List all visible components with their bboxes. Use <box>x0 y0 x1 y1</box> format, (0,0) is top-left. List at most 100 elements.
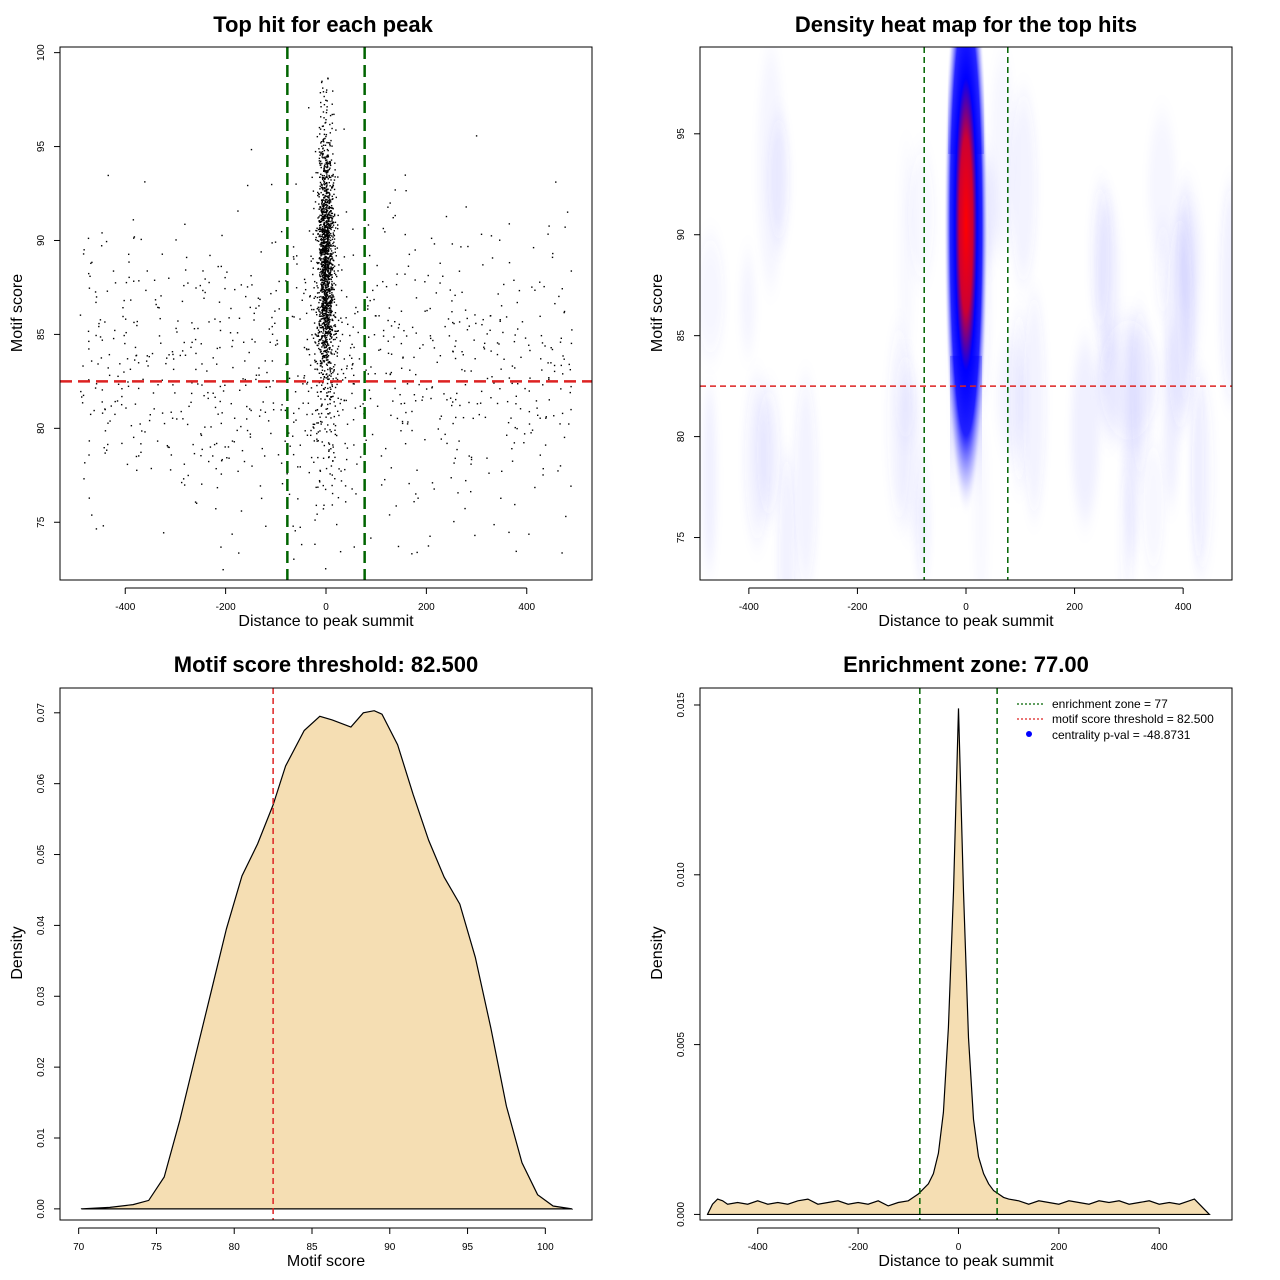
scatter-point <box>215 508 217 510</box>
scatter-point <box>303 377 305 379</box>
scatter-point <box>336 523 338 526</box>
scatter-point <box>88 440 91 442</box>
scatter-point <box>544 444 547 446</box>
scatter-point <box>105 240 108 243</box>
scatter-point <box>327 228 329 231</box>
heatmap-background-blob <box>1071 340 1099 522</box>
scatter-point <box>472 417 474 420</box>
scatter-point <box>439 262 441 264</box>
scatter-point <box>337 373 339 375</box>
scatter-point <box>324 334 326 336</box>
scatter-point <box>338 264 340 266</box>
0|scatter-x-tick-label: 400 <box>518 602 535 613</box>
scatter-point <box>324 335 326 337</box>
scatter-point <box>124 318 127 320</box>
scatter-point <box>323 156 325 158</box>
scatter-point <box>329 303 332 305</box>
scatter-point <box>313 423 316 426</box>
scatter-point <box>308 354 311 356</box>
scatter-point <box>334 312 337 314</box>
scatter-point <box>325 190 327 193</box>
scatter-point <box>323 211 326 214</box>
scatter-point <box>330 220 332 223</box>
scatter-point <box>183 463 186 465</box>
scatter-point <box>324 273 326 275</box>
scatter-point <box>310 255 312 257</box>
scatter-point <box>313 308 315 311</box>
scatter-point <box>345 367 348 370</box>
scatter-point <box>138 280 140 282</box>
scatter-point <box>333 369 335 371</box>
scatter-point <box>321 362 323 364</box>
scatter-point <box>107 443 109 446</box>
scatter-point <box>417 497 419 499</box>
scatter-point <box>312 273 314 276</box>
scatter-point <box>320 254 323 256</box>
scatter-point <box>326 317 329 319</box>
scatter-point <box>325 283 327 285</box>
scatter-point <box>322 233 325 235</box>
scatter-point <box>291 315 294 318</box>
scatter-point <box>329 114 332 117</box>
scatter-point <box>317 395 319 398</box>
scatter-point <box>293 412 295 415</box>
scatter-point <box>327 250 330 253</box>
scatter-point <box>326 195 328 198</box>
scatter-point <box>331 253 333 255</box>
scatter-point <box>559 341 562 343</box>
scatter-point <box>324 488 327 491</box>
scatter-point <box>322 306 325 309</box>
scatter-point <box>324 267 327 270</box>
scatter-point <box>414 249 416 251</box>
scatter-point <box>320 376 322 379</box>
scatter-point <box>337 319 340 322</box>
scatter-point <box>376 405 379 407</box>
scatter-point <box>324 354 327 357</box>
scatter-point <box>316 422 318 424</box>
scatter-point <box>251 338 253 341</box>
scatter-point <box>101 339 104 341</box>
scatter-point <box>281 482 284 485</box>
scatter-point <box>355 493 357 495</box>
scatter-point <box>327 266 330 269</box>
scatter-point <box>474 534 476 537</box>
scatter-point <box>429 307 431 310</box>
scatter-point <box>325 172 328 174</box>
scatter-point <box>462 416 465 419</box>
scatter-point <box>93 409 95 412</box>
scatter-point <box>335 196 337 199</box>
scatter-point <box>324 217 326 219</box>
scatter-point <box>246 184 249 187</box>
scatter-point <box>321 151 324 153</box>
scatter-point <box>313 440 316 442</box>
scatter-point <box>325 260 328 263</box>
scatter-point <box>318 479 321 482</box>
scatter-point <box>324 295 327 297</box>
scatter-point <box>373 298 375 301</box>
scatter-point <box>217 265 219 268</box>
scatter-point <box>326 238 329 241</box>
scatter-point <box>322 300 324 303</box>
scatter-point <box>328 263 330 266</box>
scatter-point <box>332 345 334 347</box>
position-density-title: Enrichment zone: 77.00 <box>843 652 1089 677</box>
scatter-point <box>327 142 330 144</box>
scatter-point <box>323 504 325 506</box>
scatter-point <box>327 264 329 267</box>
scatter-point <box>400 367 403 370</box>
scatter-point <box>462 354 464 356</box>
scatter-point <box>328 348 331 350</box>
scatter-point <box>393 336 395 338</box>
scatter-point <box>334 456 336 459</box>
scatter-point <box>390 414 392 417</box>
scatter-point <box>325 188 328 190</box>
1|heatmap-y-tick-label: 90 <box>676 229 687 241</box>
scatter-point <box>331 299 333 302</box>
scatter-point <box>332 294 334 296</box>
position-density-x-label: Distance to peak summit <box>878 1253 1054 1270</box>
scatter-point <box>374 315 377 317</box>
scatter-point <box>324 294 326 296</box>
scatter-point <box>155 303 157 306</box>
2|score-density-x-tick-label: 95 <box>462 1242 474 1253</box>
score-density-x-label: Motif score <box>287 1253 365 1270</box>
